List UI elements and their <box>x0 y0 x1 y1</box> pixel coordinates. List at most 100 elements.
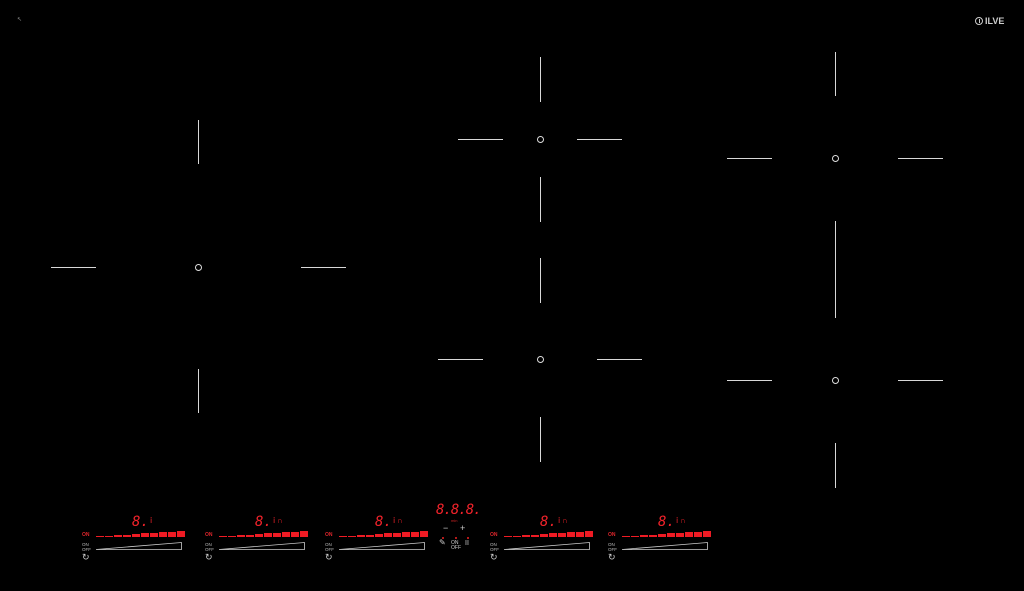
timer-control: 8.8.8. min − + ✎ ON OFF II <box>436 502 482 552</box>
power-level-segment[interactable] <box>246 534 254 538</box>
power-level-segment[interactable] <box>411 531 419 538</box>
power-level-segment[interactable] <box>255 534 263 538</box>
zone-control-panel: 8. ⅰ ON ON OFF ↻ <box>82 514 185 564</box>
heat-indicator: ⅰ <box>393 516 396 525</box>
power-level-segment[interactable] <box>685 532 693 538</box>
left-zone-center-marker[interactable] <box>195 264 202 271</box>
power-level-segment[interactable] <box>177 531 185 538</box>
power-level-segment[interactable] <box>658 534 666 538</box>
power-level-segment[interactable] <box>282 532 290 538</box>
zone-extra-indicator: ∩ <box>277 516 283 525</box>
power-level-segment[interactable] <box>348 535 356 538</box>
power-level-segment[interactable] <box>123 534 131 538</box>
power-level-display: 8. <box>375 514 392 530</box>
timer-minus-button[interactable]: − <box>443 523 449 533</box>
center-top-zone-center-marker[interactable] <box>537 136 544 143</box>
right-top-zone-center-marker[interactable] <box>832 155 839 162</box>
power-level-segment[interactable] <box>264 533 272 538</box>
zone-extra-indicator: ∩ <box>680 516 686 525</box>
power-level-segment[interactable] <box>676 532 684 538</box>
zone-guide-line <box>301 267 346 268</box>
ilve-logo-icon <box>975 17 983 25</box>
power-level-segment[interactable] <box>504 536 512 538</box>
power-slider[interactable] <box>219 542 305 550</box>
power-cycle-icon[interactable]: ↻ <box>205 552 213 562</box>
power-level-segment[interactable] <box>273 532 281 538</box>
power-level-segment[interactable] <box>649 534 657 538</box>
power-level-segment[interactable] <box>150 532 158 538</box>
power-level-segment[interactable] <box>159 532 167 538</box>
zone-extra-indicator: ∩ <box>562 516 568 525</box>
power-level-segment[interactable] <box>420 531 428 538</box>
power-level-segment[interactable] <box>640 535 648 538</box>
power-level-segment[interactable] <box>357 535 365 538</box>
power-level-bar[interactable] <box>219 531 308 538</box>
power-level-segment[interactable] <box>540 534 548 538</box>
power-level-segment[interactable] <box>513 535 521 538</box>
power-level-segment[interactable] <box>105 535 113 538</box>
zone-guide-line <box>51 267 96 268</box>
power-level-segment[interactable] <box>667 533 675 538</box>
power-level-segment[interactable] <box>219 536 227 538</box>
power-level-bar[interactable] <box>622 531 711 538</box>
zone-onoff-button[interactable]: ON OFF <box>608 542 617 552</box>
power-level-segment[interactable] <box>375 534 383 538</box>
power-level-segment[interactable] <box>291 531 299 538</box>
power-level-segment[interactable] <box>237 535 245 538</box>
power-cycle-icon[interactable]: ↻ <box>82 552 90 562</box>
zone-guide-line <box>198 120 199 164</box>
zone-onoff-button[interactable]: ON OFF <box>490 542 499 552</box>
power-level-segment[interactable] <box>558 532 566 538</box>
cleaning-brush-icon[interactable]: ✎ <box>439 538 446 547</box>
power-level-segment[interactable] <box>576 531 584 538</box>
power-level-segment[interactable] <box>585 531 593 538</box>
power-level-segment[interactable] <box>366 534 374 538</box>
power-level-segment[interactable] <box>694 531 702 538</box>
power-level-segment[interactable] <box>168 531 176 538</box>
zone-onoff-button[interactable]: ON OFF <box>205 542 214 552</box>
power-level-segment[interactable] <box>393 532 401 538</box>
power-level-segment[interactable] <box>339 536 347 538</box>
zone-control-panel: 8. ∩ ⅰ ON ON OFF ↻ <box>325 514 428 564</box>
zone-guide-line <box>835 221 836 318</box>
power-level-bar[interactable] <box>504 531 593 538</box>
power-level-segment[interactable] <box>384 533 392 538</box>
power-level-segment[interactable] <box>114 535 122 538</box>
power-slider[interactable] <box>504 542 590 550</box>
power-level-segment[interactable] <box>631 535 639 538</box>
power-level-segment[interactable] <box>703 531 711 538</box>
power-level-segment[interactable] <box>531 534 539 538</box>
power-level-display: 8. <box>255 514 272 530</box>
power-level-segment[interactable] <box>402 532 410 538</box>
power-slider[interactable] <box>339 542 425 550</box>
power-level-segment[interactable] <box>132 534 140 538</box>
heat-indicator: ⅰ <box>558 516 561 525</box>
power-level-segment[interactable] <box>549 533 557 538</box>
center-bottom-zone-center-marker[interactable] <box>537 356 544 363</box>
power-slider[interactable] <box>96 542 182 550</box>
power-level-bar[interactable] <box>96 531 185 538</box>
power-level-segment[interactable] <box>228 535 236 538</box>
main-onoff-button[interactable]: ON OFF <box>451 540 461 551</box>
heat-indicator: ⅰ <box>676 516 679 525</box>
zone-guide-line <box>898 158 943 159</box>
power-cycle-icon[interactable]: ↻ <box>325 552 333 562</box>
zone-onoff-button[interactable]: ON OFF <box>82 542 91 552</box>
on-label: ON <box>325 532 333 538</box>
power-level-segment[interactable] <box>522 535 530 538</box>
right-bottom-zone-center-marker[interactable] <box>832 377 839 384</box>
power-level-segment[interactable] <box>622 536 630 538</box>
power-cycle-icon[interactable]: ↻ <box>608 552 616 562</box>
timer-display: 8.8.8. <box>436 502 482 518</box>
power-level-segment[interactable] <box>300 531 308 538</box>
power-level-segment[interactable] <box>141 533 149 538</box>
power-level-bar[interactable] <box>339 531 428 538</box>
brand-logo: ILVE <box>975 16 1004 26</box>
pause-button[interactable]: II <box>465 540 469 547</box>
power-level-segment[interactable] <box>567 532 575 538</box>
power-slider[interactable] <box>622 542 708 550</box>
power-cycle-icon[interactable]: ↻ <box>490 552 498 562</box>
power-level-segment[interactable] <box>96 536 104 538</box>
zone-onoff-button[interactable]: ON OFF <box>325 542 334 552</box>
timer-plus-button[interactable]: + <box>460 523 466 533</box>
